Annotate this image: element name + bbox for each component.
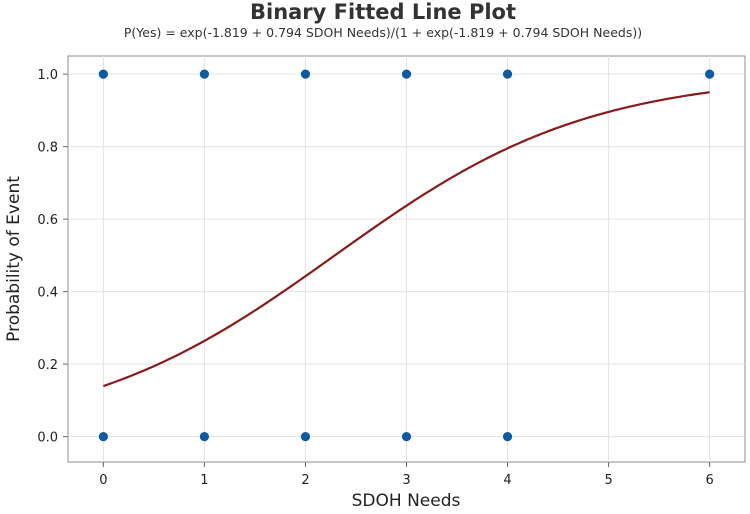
y-tick-label: 0.8 [37, 141, 58, 156]
data-point [502, 432, 513, 442]
y-tick-label: 0.6 [37, 213, 58, 228]
data-point [300, 69, 311, 79]
data-point [98, 69, 108, 79]
x-axis-label: SDOH Needs [352, 491, 461, 511]
y-axis-label: Probability of Event [4, 176, 24, 342]
x-tick-label: 6 [705, 473, 713, 488]
y-tick-label: 0.2 [37, 358, 58, 373]
x-tick-label: 1 [200, 473, 208, 488]
data-point [401, 69, 412, 79]
data-point [98, 432, 108, 442]
data-point [300, 432, 311, 442]
data-points [98, 69, 715, 442]
gridlines [68, 56, 745, 462]
y-tick-label: 0.4 [37, 286, 58, 301]
data-point [502, 69, 513, 79]
x-tick-label: 2 [301, 473, 309, 488]
chart-subtitle: P(Yes) = exp(-1.819 + 0.794 SDOH Needs)/… [124, 25, 642, 40]
fitted-logistic-curve [103, 91, 710, 388]
chart-title: Binary Fitted Line Plot [250, 0, 516, 24]
data-point [705, 69, 715, 79]
y-tick-label: 0.0 [37, 431, 58, 446]
x-tick-label: 3 [402, 473, 410, 488]
fitted-curve-layer [103, 91, 710, 388]
axis-ticks: 0 1 2 3 4 5 6 0.0 0.2 0.4 0.6 0.8 1.0 [37, 68, 713, 488]
data-point [401, 432, 412, 442]
x-tick-label: 0 [99, 473, 107, 488]
x-tick-label: 5 [604, 473, 612, 488]
data-point [199, 69, 210, 79]
data-point [199, 432, 210, 442]
x-tick-label: 4 [503, 473, 511, 488]
y-tick-label: 1.0 [37, 68, 58, 83]
